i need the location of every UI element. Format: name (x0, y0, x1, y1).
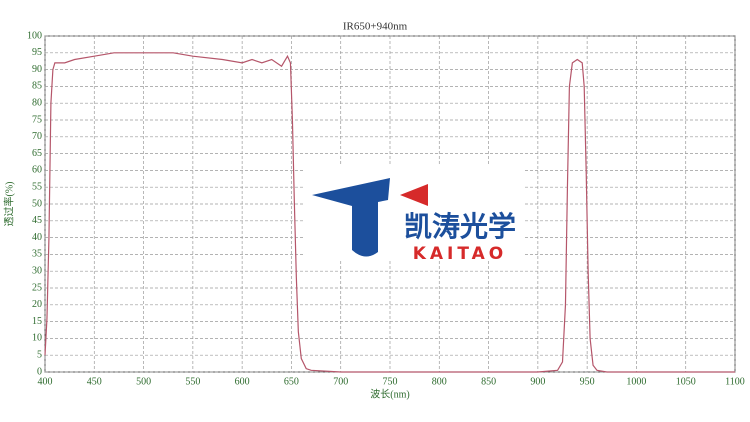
y-tick-label: 35 (32, 249, 42, 260)
y-tick-label: 0 (37, 366, 42, 377)
y-tick-label: 55 (32, 181, 42, 192)
y-tick-label: 40 (32, 232, 42, 243)
logo-name-en: KAITAO (413, 244, 508, 264)
y-tick-label: 100 (27, 30, 42, 41)
x-tick-label: 1050 (676, 376, 696, 387)
y-tick-label: 70 (32, 131, 42, 142)
x-tick-label: 600 (235, 376, 250, 387)
y-tick-label: 30 (32, 265, 42, 276)
x-tick-label: 400 (38, 376, 53, 387)
y-tick-label: 85 (32, 81, 42, 92)
y-tick-label: 90 (32, 64, 42, 75)
logo-name-cn: 凯涛光学 (404, 210, 516, 243)
y-tick-label: 65 (32, 148, 42, 159)
y-tick-label: 20 (32, 299, 42, 310)
x-tick-label: 1100 (725, 376, 745, 387)
y-tick-label: 15 (32, 316, 42, 327)
y-tick-label: 10 (32, 333, 42, 344)
x-axis-label: 波长(nm) (370, 387, 409, 400)
plot-area: 0 5 10 15 20 25 30 35 40 45 50 55 60 65 70 75 80 85 90 95 10… (27, 30, 745, 387)
logo: 凯涛光学 KAITAO (305, 165, 525, 264)
x-tick-label: 1000 (626, 376, 646, 387)
y-axis-label: 透过率(%) (2, 182, 15, 227)
chart-title: IR650+940nm (343, 21, 408, 33)
y-tick-label: 5 (37, 349, 42, 360)
logo-shape (312, 178, 390, 257)
x-tick-label: 550 (185, 376, 200, 387)
x-tick-label: 850 (481, 376, 496, 387)
x-tick-label: 500 (136, 376, 151, 387)
x-tick-label: 450 (87, 376, 102, 387)
x-tick-label: 900 (530, 376, 545, 387)
y-tick-label: 95 (32, 47, 42, 58)
x-tick-label: 950 (580, 376, 595, 387)
y-tick-label: 60 (32, 165, 42, 176)
y-tick-label: 80 (32, 97, 42, 108)
x-tick-label: 750 (383, 376, 398, 387)
y-tick-label: 75 (32, 114, 42, 125)
y-tick-label: 25 (32, 282, 42, 293)
y-tick-label: 45 (32, 215, 42, 226)
x-tick-label: 800 (432, 376, 447, 387)
logo-triangle (400, 184, 428, 206)
logo-background (305, 165, 525, 261)
data-line (44, 52, 735, 373)
x-tick-label: 650 (284, 376, 299, 387)
y-tick-label: 50 (32, 198, 42, 209)
x-tick-label: 700 (333, 376, 348, 387)
